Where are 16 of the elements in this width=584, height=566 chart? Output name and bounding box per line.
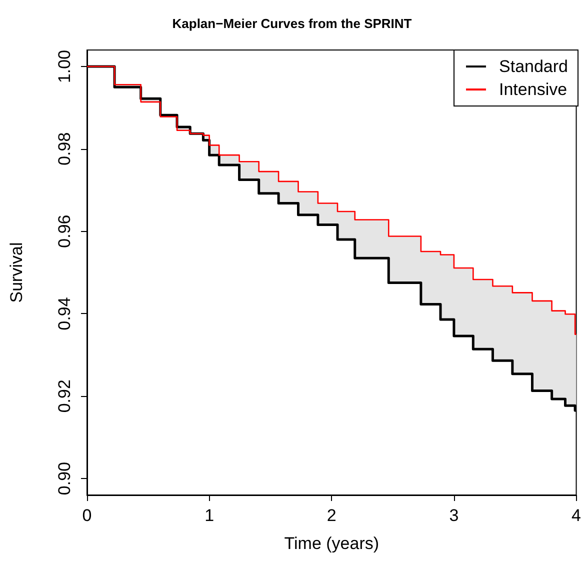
y-axis-title: Survival xyxy=(7,242,26,303)
x-tick-label: 4 xyxy=(572,506,582,525)
legend-label: Intensive xyxy=(499,80,568,99)
y-tick-label: 0.92 xyxy=(55,380,74,413)
x-tick-label: 3 xyxy=(449,506,459,525)
x-axis-title: Time (years) xyxy=(284,534,380,553)
x-tick-label: 0 xyxy=(82,506,92,525)
y-tick-label: 0.98 xyxy=(55,132,74,166)
chart-title: Kaplan−Meier Curves from the SPRINT xyxy=(172,16,412,31)
y-tick-label: 0.94 xyxy=(55,297,74,330)
x-tick-label: 2 xyxy=(326,506,336,525)
y-tick-label: 1.00 xyxy=(55,50,74,84)
x-tick-label: 1 xyxy=(204,506,214,525)
y-tick-label: 0.96 xyxy=(55,214,74,248)
y-tick-label: 0.90 xyxy=(55,462,74,496)
legend-label: Standard xyxy=(499,57,568,76)
